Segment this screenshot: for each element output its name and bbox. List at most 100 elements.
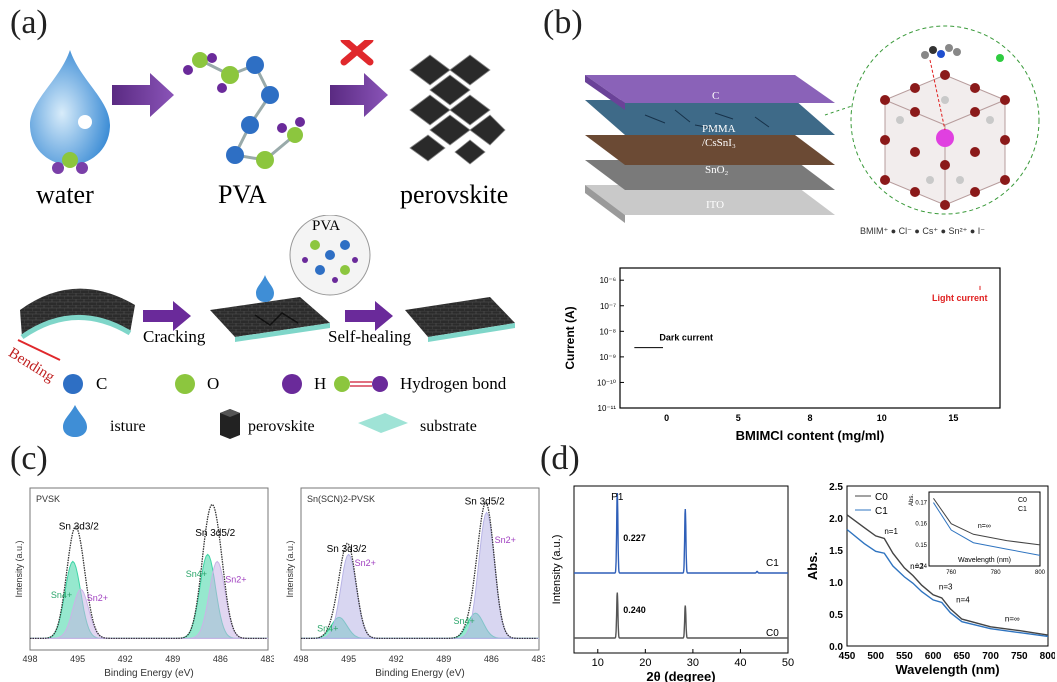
panel-c-label: (c) <box>10 440 48 477</box>
moisture-drop-icon <box>63 405 87 437</box>
panel-a-label: (a) <box>10 4 48 41</box>
hydrogen-bond-icon <box>334 376 388 392</box>
n-label: n=2 <box>910 562 924 571</box>
abs-line-c0 <box>846 514 1049 636</box>
x-tick-label: 495 <box>70 654 85 664</box>
x-tick-label: 500 <box>867 651 884 662</box>
x-tick-label: 800 <box>1040 651 1055 662</box>
panel-a-healing-schematic <box>17 215 515 361</box>
legend-c0: C0 <box>875 492 888 503</box>
hydrogen-atom-icon <box>282 374 302 394</box>
x-tick-label: 50 <box>782 657 794 669</box>
fwhm-c1-label: 0.227 <box>623 533 646 543</box>
peak-label-3d52: Sn 3d5/2 <box>195 528 235 539</box>
cl-ion-icon <box>996 54 1004 62</box>
x-tick-label: 600 <box>925 651 942 662</box>
n-label: n=1 <box>884 527 898 536</box>
x-tick-label: 8 <box>807 413 812 423</box>
xps-envelope <box>301 502 538 640</box>
inset-line-c0 <box>933 498 1041 546</box>
x-tick-label: 489 <box>436 654 451 664</box>
xps-y-label: Intensity (a.u.) <box>285 540 295 597</box>
bent-perovskite-film <box>20 288 135 337</box>
legend-substrate-label: substrate <box>420 418 477 435</box>
x-tick-label: 15 <box>948 413 958 423</box>
abs-y-label: Abs. <box>805 552 820 580</box>
device-stack-diagram <box>585 75 856 223</box>
light-current-label: Light current <box>932 293 988 303</box>
inset-y-tick: 0.17 <box>915 501 927 507</box>
sn2-label: Sn2+ <box>495 535 516 545</box>
legend-c-label: C <box>96 374 108 393</box>
sn4-label: Sn4+ <box>454 616 475 626</box>
x-tick-label: 750 <box>1011 651 1028 662</box>
self-healing-label: Self-healing <box>328 327 412 346</box>
layer-cssni3-label: /CsSnI₃ <box>702 137 736 149</box>
x-tick-label: 40 <box>734 657 746 669</box>
inset-x-label: Wavelength (nm) <box>958 557 1011 564</box>
substrate-icon <box>358 413 408 433</box>
inset-line-c1 <box>933 502 1041 556</box>
xps-envelope <box>30 503 267 640</box>
arrow-icon <box>330 73 388 117</box>
legend-hbond-label: Hydrogen bond <box>400 374 507 393</box>
absorbance-chart: 450 500 550 600 650 700 750 800 0.0 0.5 1.0 1.5 2.0 2… <box>805 482 1055 677</box>
legend-c1: C1 <box>875 506 888 517</box>
legend-moisture-label: isture <box>110 418 146 435</box>
x-tick-label: 450 <box>839 651 856 662</box>
inset-y-tick: 0.16 <box>915 522 927 528</box>
perovskite-label: perovskite <box>400 180 509 209</box>
box-y-label: Current (A) <box>563 306 577 369</box>
x-tick-label: 0 <box>664 413 669 423</box>
water-label: water <box>36 180 94 209</box>
xps-right-chart: 498 495 492 489 486 483 Sn(SCN)2-PVSK Binding E… <box>285 487 545 679</box>
inset-y-tick: 0.14 <box>915 564 927 570</box>
xrd-x-label: 2θ (degree) <box>646 669 715 682</box>
panel-a-legend-icons <box>63 374 408 439</box>
sn4-label: Sn4+ <box>51 590 72 600</box>
layer-sno2-label: SnO₂ <box>705 164 729 176</box>
box-chart-frame <box>619 267 1001 409</box>
crystal-legend: BMIM⁺ ● Cl⁻ ● Cs⁺ ● Sn²⁺ ● I⁻ <box>860 226 986 236</box>
pva-label: PVA <box>218 180 267 209</box>
inset-n-label: n=∞ <box>978 523 991 530</box>
abs-frame <box>846 485 1049 647</box>
curve-label-c0: C0 <box>766 628 779 639</box>
x-tick-label: 650 <box>954 651 971 662</box>
arrow-icon <box>143 301 191 331</box>
x-tick-label: 492 <box>118 654 133 664</box>
abs-line-c1 <box>846 528 1049 638</box>
x-tick-label: 20 <box>639 657 651 669</box>
xps-title: PVSK <box>36 494 60 504</box>
blocked-x-icon <box>340 40 374 66</box>
x-tick-label: 489 <box>165 654 180 664</box>
x-tick-label: 550 <box>896 651 913 662</box>
y-tick-label: 10⁻⁶ <box>600 276 616 285</box>
x-tick-label: 30 <box>687 657 699 669</box>
sn2-label: Sn2+ <box>355 558 376 568</box>
y-tick-label: 0.0 <box>829 642 843 653</box>
x-tick-label: 483 <box>260 654 274 664</box>
y-tick-label: 10⁻⁸ <box>600 327 617 336</box>
sn4-label: Sn4+ <box>186 569 207 579</box>
x-tick-label: 486 <box>484 654 499 664</box>
sn2-label: Sn2+ <box>87 593 108 603</box>
xrd-peak-label: P1 <box>611 492 624 503</box>
y-tick-label: 2.5 <box>829 482 843 493</box>
y-tick-label: 10⁻⁷ <box>600 302 616 311</box>
xrd-frame <box>573 485 789 654</box>
inset-y-tick: 0.15 <box>915 543 927 549</box>
n-label: n=3 <box>939 583 953 592</box>
cracking-label: Cracking <box>143 327 206 346</box>
x-tick-label: 486 <box>213 654 228 664</box>
x-tick-label: 495 <box>341 654 356 664</box>
box-x-label: BMIMCl content (mg/ml) <box>736 428 885 443</box>
panel-d-label: (d) <box>540 440 580 477</box>
perovskite-cube-icon <box>220 409 240 439</box>
carbon-atom-icon <box>63 374 83 394</box>
water-drop-icon <box>30 50 110 165</box>
y-tick-label: 1.5 <box>829 546 843 557</box>
y-tick-label: 2.0 <box>829 514 843 525</box>
x-tick-label: 10 <box>877 413 887 423</box>
y-tick-label: 10⁻¹¹ <box>598 404 617 413</box>
